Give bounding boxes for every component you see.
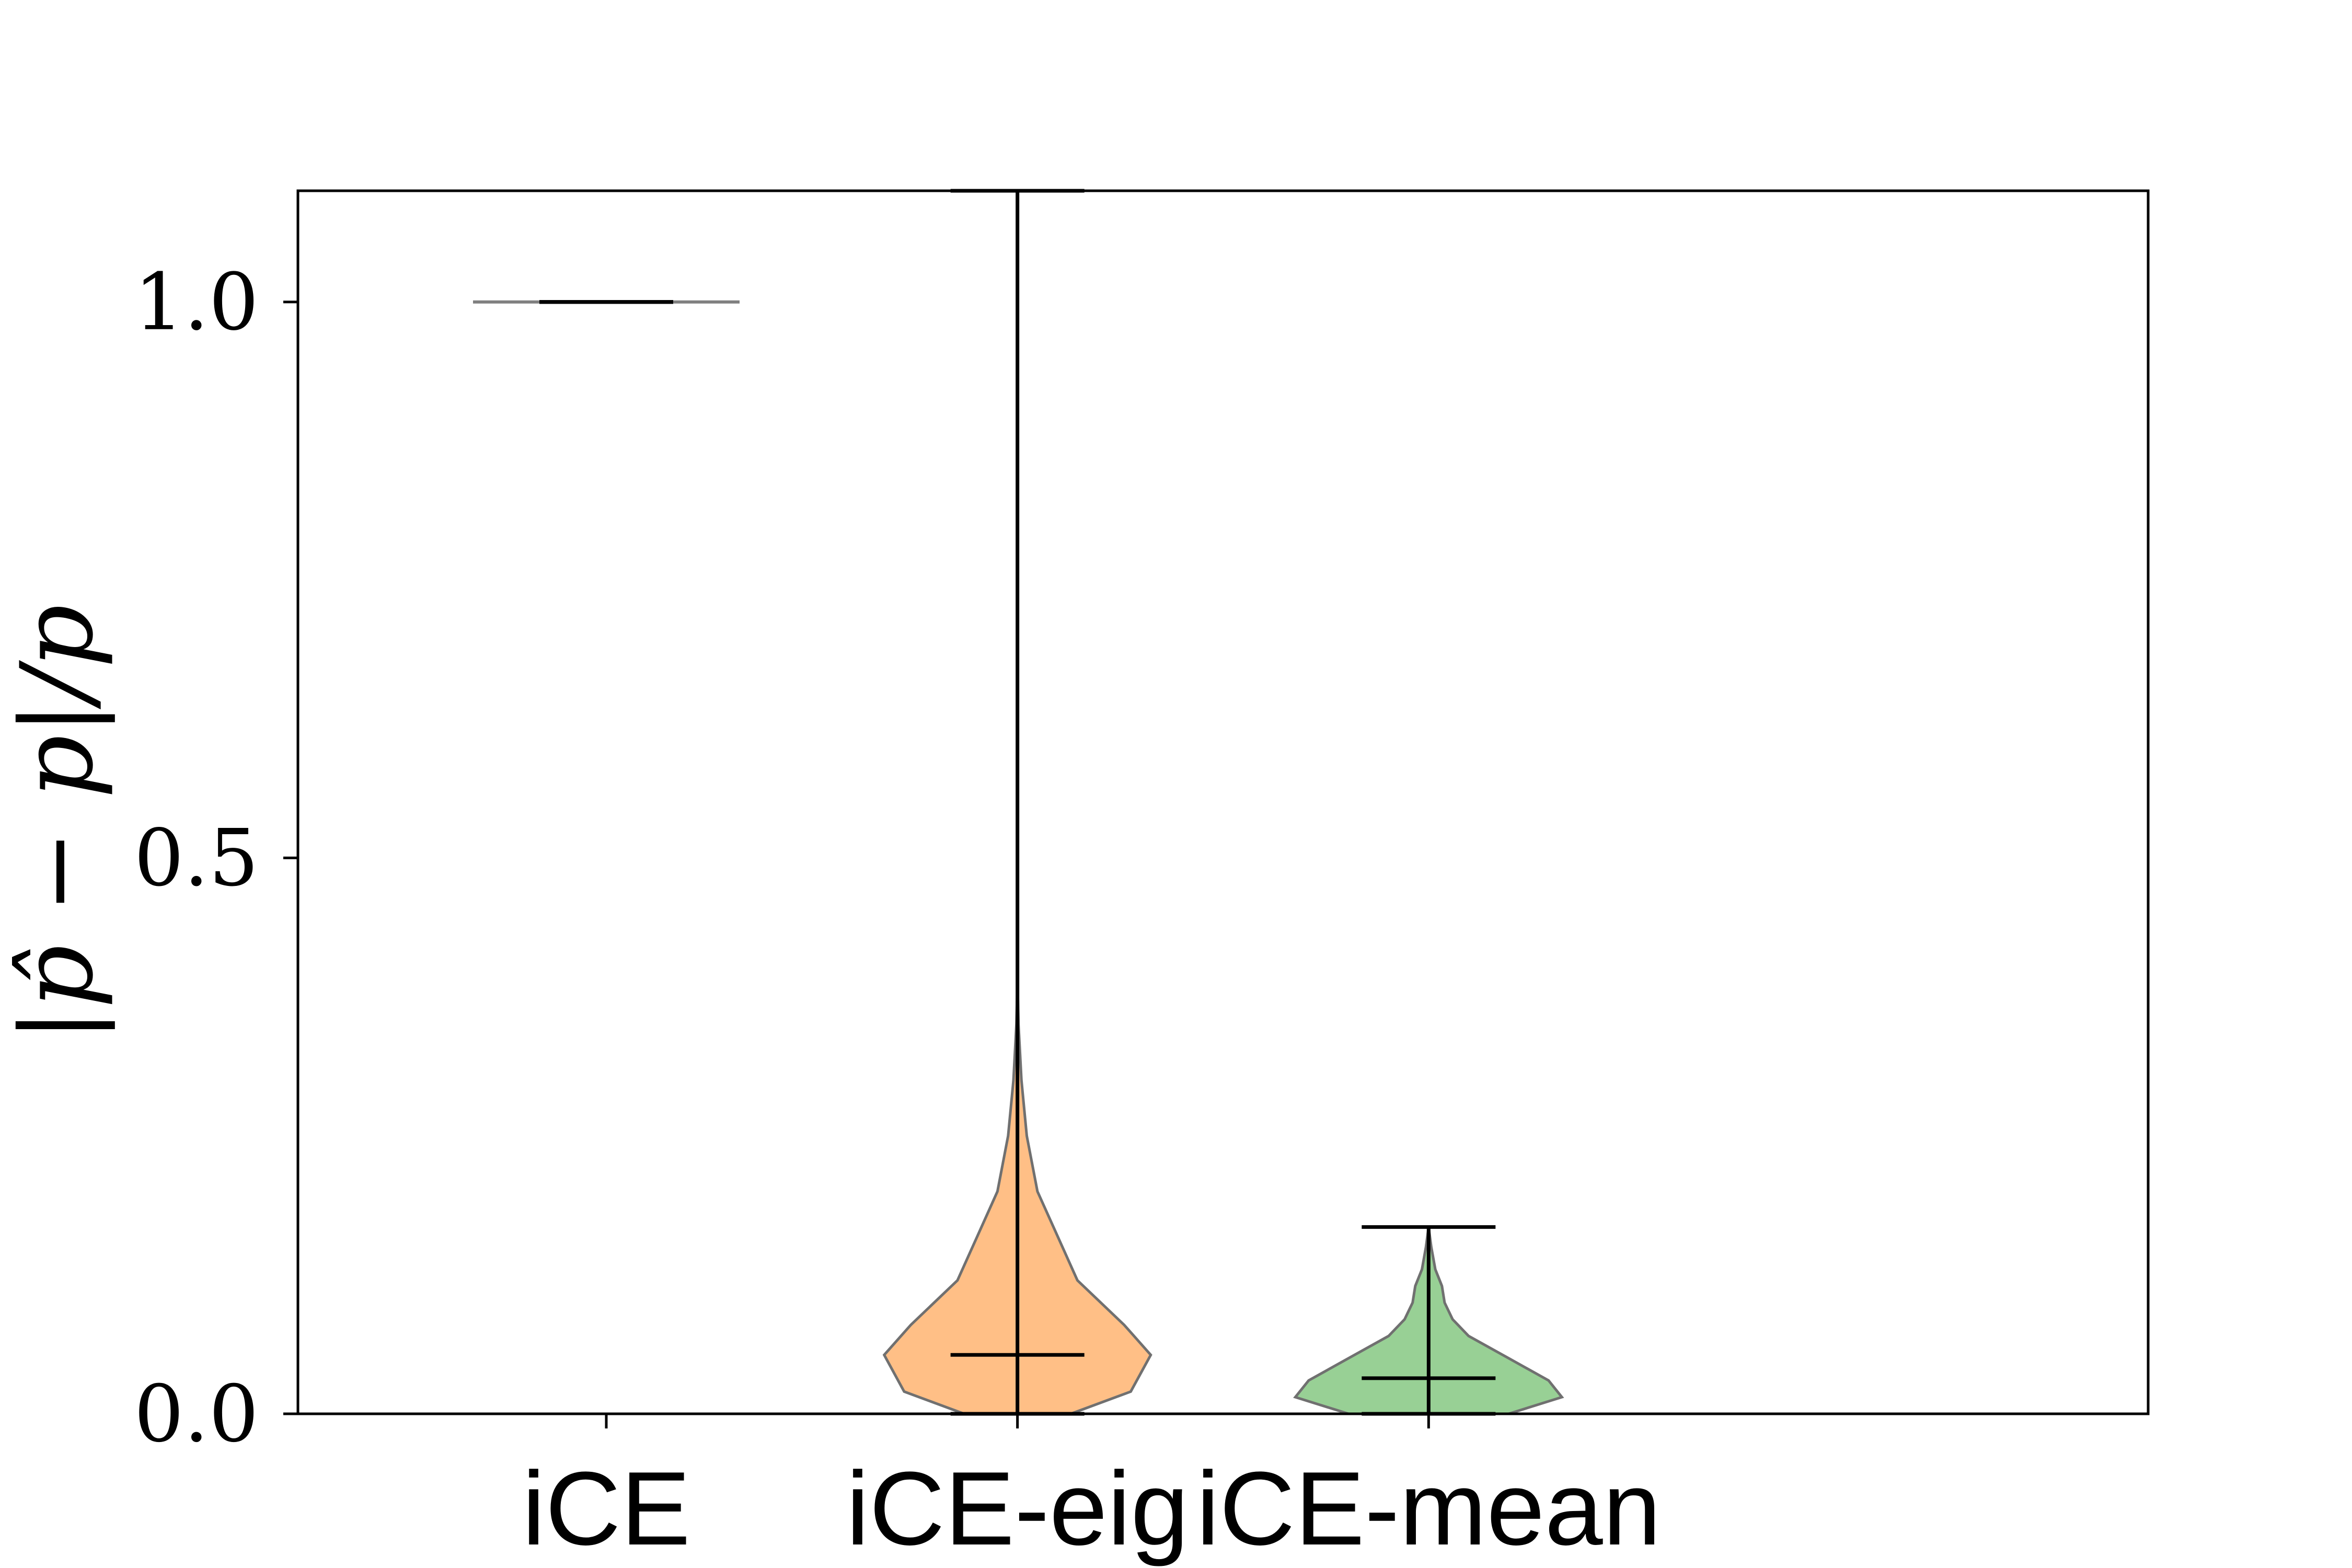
x-tick-label: iCE [522,1450,690,1567]
y-axis-label: |p̂ − p|/p [0,605,115,1042]
statistics-layer [539,189,1496,1416]
plot-frame [296,189,2150,1415]
x-tick-label: iCE-mean [1196,1450,1661,1567]
y-tick-label: 0.5 [134,813,259,904]
x-axis: iCE iCE-eig iCE-mean [522,1414,1661,1567]
x-tick-label: iCE-eig [846,1450,1189,1567]
y-axis: 0.0 0.5 1.0 [134,257,298,1460]
y-tick-label: 0.0 [134,1369,259,1460]
y-tick-label: 1.0 [134,257,259,348]
